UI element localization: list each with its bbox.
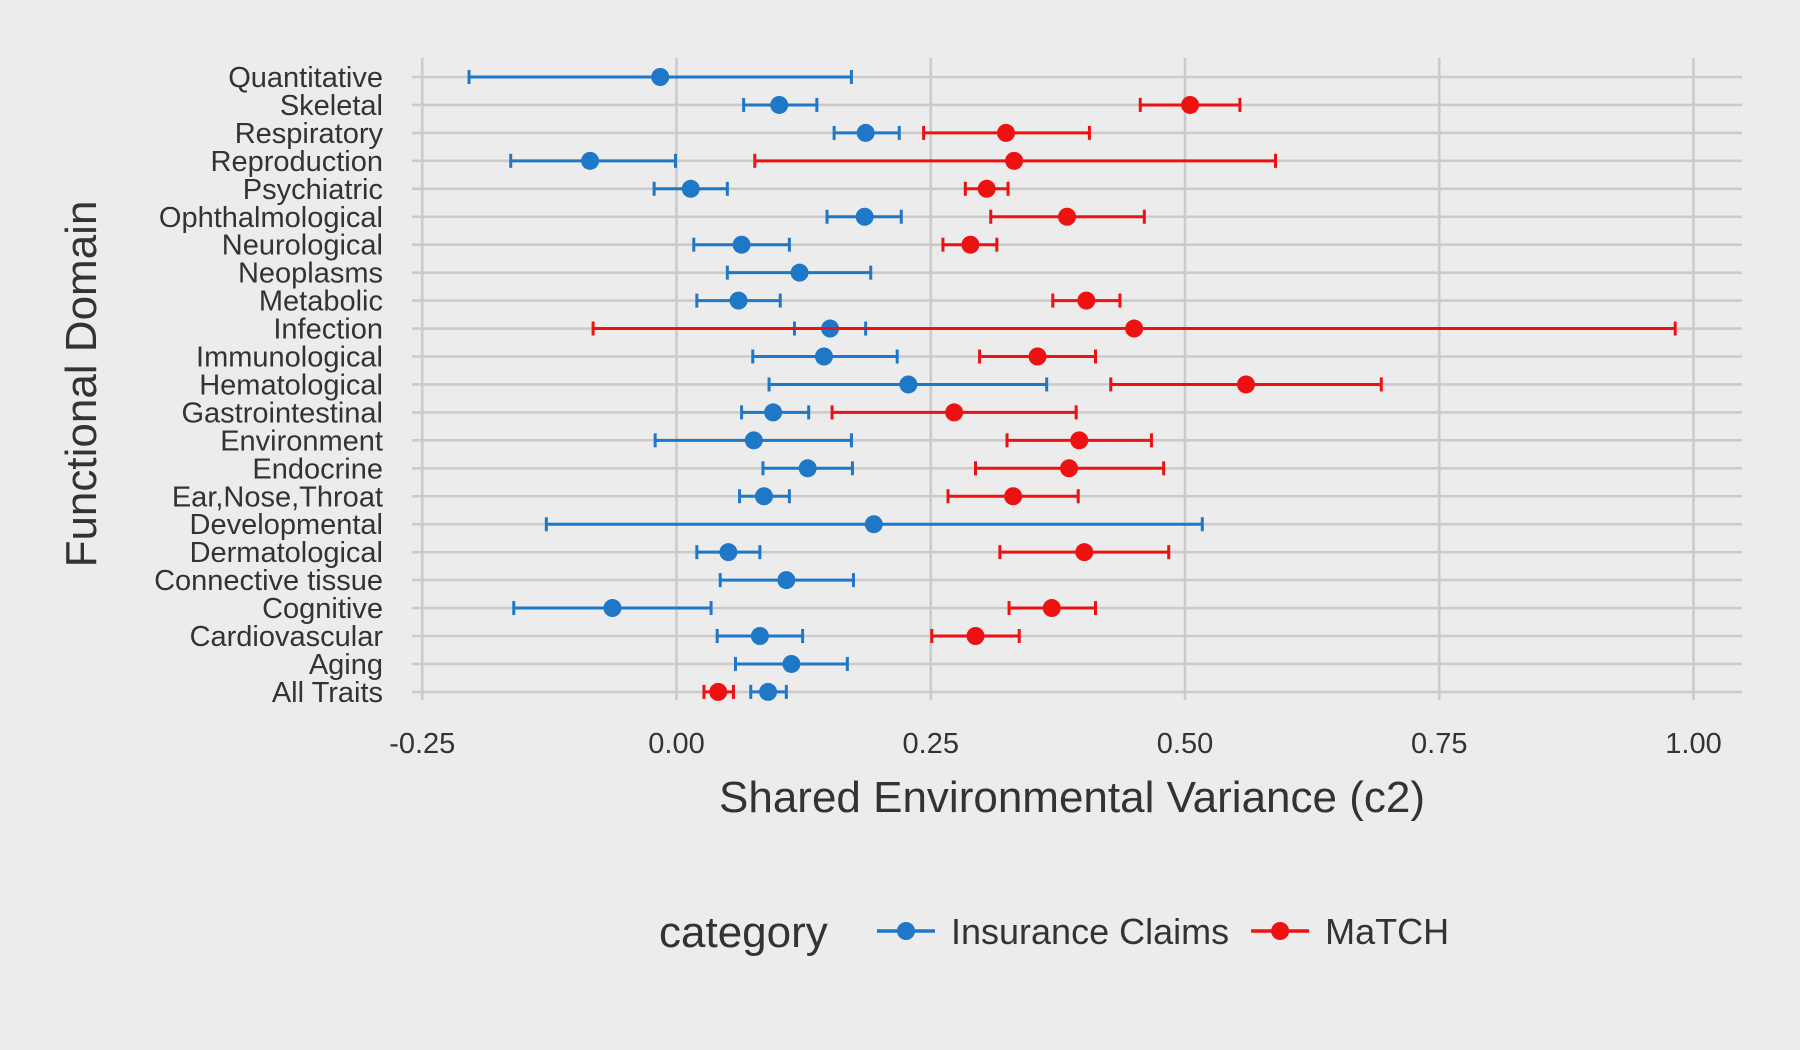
y-tick-label: Neurological <box>222 230 383 262</box>
data-point <box>603 599 622 618</box>
y-tick-label: Cardiovascular <box>190 621 384 653</box>
y-tick-label: Reproduction <box>211 146 384 178</box>
data-point <box>1181 95 1200 114</box>
data-point <box>1060 459 1079 478</box>
data-point <box>681 179 700 198</box>
data-point <box>732 235 751 254</box>
data-point <box>1004 487 1023 506</box>
y-tick-label: Developmental <box>190 509 383 541</box>
x-tick-label: -0.25 <box>389 728 455 760</box>
y-tick-label: Aging <box>309 649 383 681</box>
data-point <box>1077 291 1096 310</box>
legend-item-match: MaTCH <box>1251 911 1449 952</box>
x-tick-label: 0.00 <box>648 728 704 760</box>
y-tick-label: Ophthalmological <box>159 202 383 234</box>
y-axis-title: Functional Domain <box>57 201 106 568</box>
data-point <box>966 627 985 645</box>
data-point <box>759 682 778 701</box>
data-point <box>1042 599 1061 618</box>
legend-label: Insurance Claims <box>951 911 1229 952</box>
data-point <box>864 515 883 534</box>
data-point <box>1005 151 1024 170</box>
x-tick-label: 1.00 <box>1665 728 1721 760</box>
data-point <box>1070 431 1089 450</box>
y-tick-label: Ear,Nose,Throat <box>172 481 383 513</box>
data-point <box>750 627 769 645</box>
y-tick-label: Quantitative <box>228 62 383 94</box>
data-point <box>961 235 980 254</box>
data-point <box>997 123 1016 142</box>
series-insurance-claims <box>467 68 1204 701</box>
series-match <box>591 95 1677 701</box>
data-point <box>856 123 875 142</box>
data-point <box>777 571 796 590</box>
data-point <box>754 487 773 506</box>
data-point <box>719 543 738 562</box>
data-point <box>945 403 964 422</box>
data-point <box>729 291 748 310</box>
y-tick-label: Hematological <box>199 369 383 401</box>
data-point <box>1058 207 1077 226</box>
data-point <box>764 403 783 422</box>
y-tick-label: Endocrine <box>252 453 383 485</box>
data-point <box>782 654 801 673</box>
y-tick-label: Cognitive <box>262 593 383 625</box>
data-point <box>744 431 763 450</box>
y-tick-label: Infection <box>273 314 383 346</box>
y-tick-label: Skeletal <box>280 90 383 122</box>
data-point <box>1028 347 1047 366</box>
y-tick-labels: QuantitativeSkeletalRespiratoryReproduct… <box>154 62 383 709</box>
x-tick-label: 0.75 <box>1411 728 1467 760</box>
data-point <box>790 263 809 282</box>
x-tick-labels: -0.25 0.00 0.25 0.50 0.75 1.00 <box>389 728 1722 760</box>
legend-key-point <box>1271 922 1290 940</box>
y-tick-label: Connective tissue <box>154 565 383 597</box>
legend: category Insurance Claims MaTCH <box>659 908 1449 957</box>
y-tick-label: Metabolic <box>259 286 383 318</box>
legend-label: MaTCH <box>1325 911 1449 952</box>
data-point <box>651 68 670 86</box>
data-point <box>899 375 918 394</box>
x-axis-title: Shared Environmental Variance (c2) <box>719 773 1425 822</box>
legend-item-insurance-claims: Insurance Claims <box>877 911 1229 952</box>
x-tick-label: 0.25 <box>903 728 959 760</box>
y-tick-label: All Traits <box>272 677 383 709</box>
y-tick-label: Neoplasms <box>238 258 383 290</box>
series-layer <box>467 68 1677 701</box>
data-point <box>1125 319 1144 338</box>
y-tick-label: Immunological <box>196 342 383 374</box>
legend-key-point <box>897 922 915 940</box>
y-tick-label: Psychiatric <box>243 174 383 206</box>
data-point <box>770 95 789 114</box>
data-point <box>814 347 833 366</box>
legend-items: Insurance Claims MaTCH <box>877 911 1449 952</box>
data-point <box>855 207 874 226</box>
legend-title: category <box>659 908 828 957</box>
data-point <box>581 151 600 170</box>
data-point <box>709 682 728 701</box>
y-tick-label: Respiratory <box>235 118 384 150</box>
y-tick-label: Gastrointestinal <box>182 397 384 429</box>
x-tick-label: 0.50 <box>1157 728 1213 760</box>
data-point <box>798 459 817 478</box>
y-tick-label: Environment <box>220 425 383 457</box>
data-point <box>977 179 996 198</box>
data-point <box>1237 375 1256 394</box>
data-point <box>1075 543 1094 562</box>
y-tick-label: Dermatological <box>190 537 383 569</box>
